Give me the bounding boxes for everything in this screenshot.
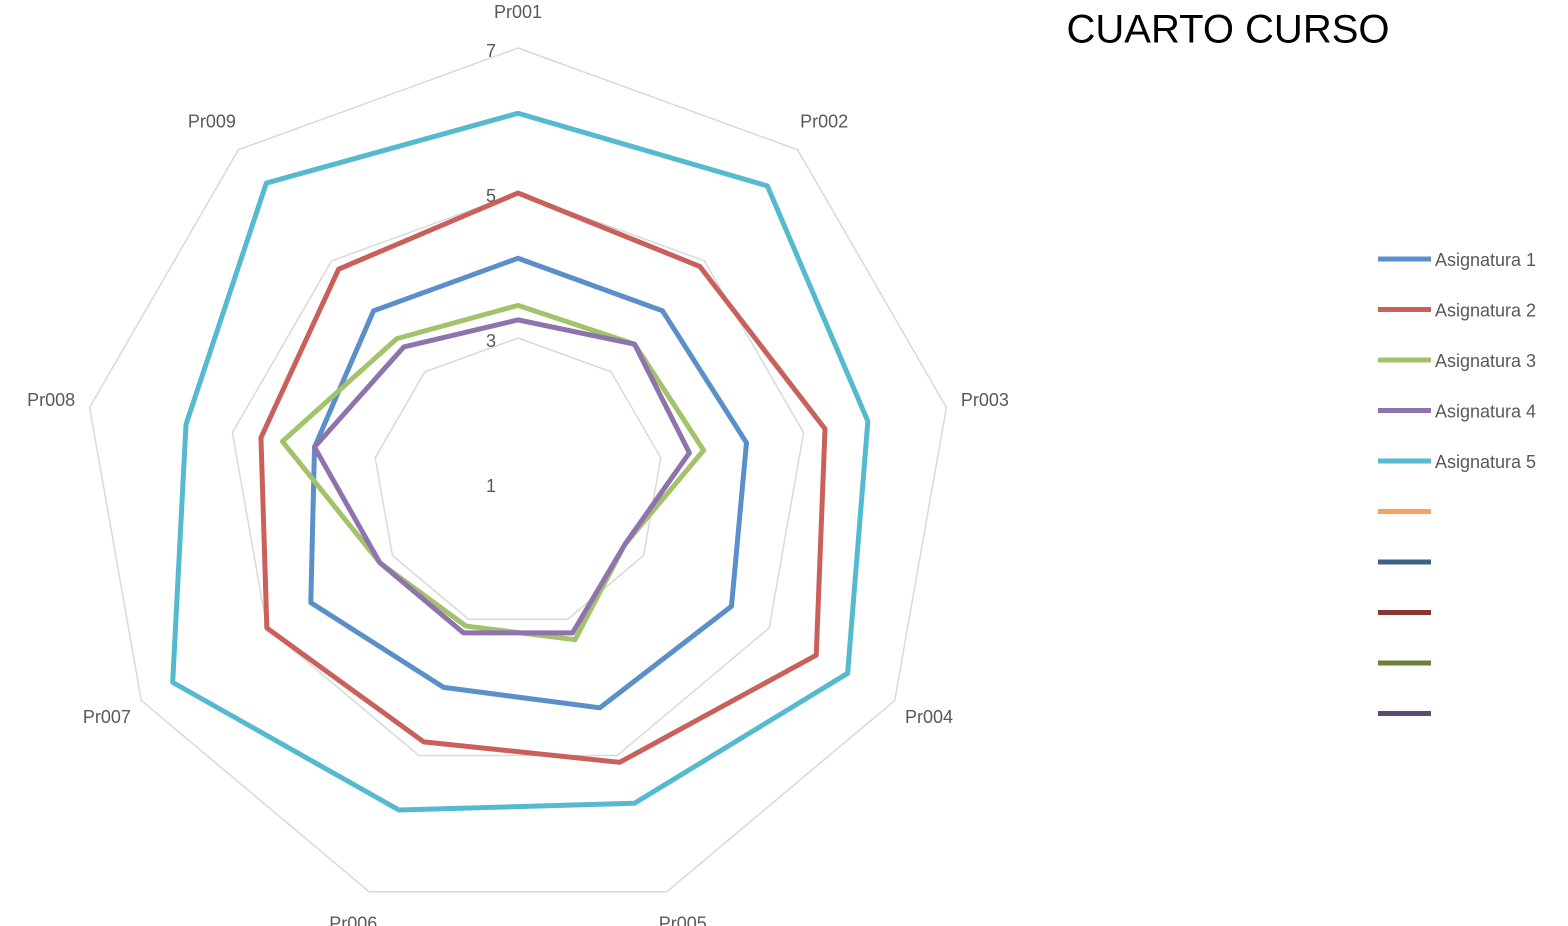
category-label: Pr004	[905, 707, 953, 727]
category-label: Pr006	[329, 913, 377, 926]
chart-title: CUARTO CURSO	[1066, 8, 1389, 52]
grid-ring	[374, 337, 662, 621]
r-tick-label: 1	[486, 476, 496, 496]
r-tick-label: 3	[486, 331, 496, 351]
grid-ring	[231, 192, 805, 757]
legend-label: Asignatura 2	[1435, 300, 1536, 320]
category-label: Pr008	[27, 390, 75, 410]
legend-label: Asignatura 4	[1435, 401, 1536, 421]
category-label: Pr003	[961, 390, 1009, 410]
legend-label: Asignatura 3	[1435, 351, 1536, 371]
category-label: Pr009	[188, 112, 236, 132]
legend-label: Asignatura 5	[1435, 452, 1536, 472]
category-label: Pr002	[800, 112, 848, 132]
series-line	[258, 190, 828, 765]
category-label: Pr007	[83, 707, 131, 727]
r-tick-label: 5	[486, 186, 496, 206]
series-line	[308, 255, 749, 711]
grid-ring	[88, 47, 948, 893]
r-tick-label: 7	[486, 41, 496, 61]
category-label: Pr005	[659, 913, 707, 926]
series-line	[170, 110, 871, 813]
category-label: Pr001	[494, 2, 542, 22]
legend-label: Asignatura 1	[1435, 250, 1536, 270]
series-line	[312, 317, 692, 636]
